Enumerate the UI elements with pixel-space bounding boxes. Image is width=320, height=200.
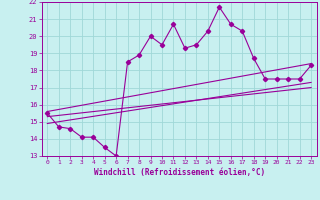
X-axis label: Windchill (Refroidissement éolien,°C): Windchill (Refroidissement éolien,°C) <box>94 168 265 177</box>
